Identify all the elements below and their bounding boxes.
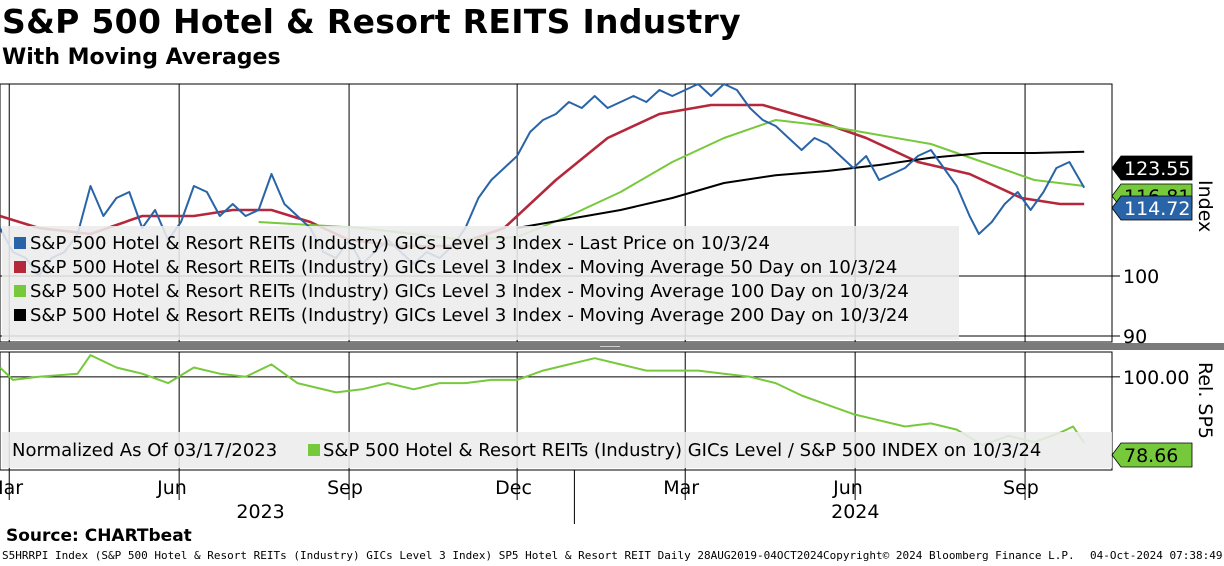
lower-legend: Normalized As Of 03/17/2023 S&P 500 Hotel… [2, 432, 1112, 468]
upper-series-line-2 [516, 150, 1085, 229]
upper-panel-frame [0, 83, 1113, 343]
legend-entry-0: S&P 500 Hotel & Resort REITs (Industry) … [30, 233, 770, 254]
footer-copyright: Copyright© 2024 Bloomberg Finance L.P. [823, 549, 1075, 562]
chart-title: S&P 500 Hotel & Resort REITS Industry [2, 2, 741, 41]
year-label-0: 2023 [236, 501, 284, 523]
lower-legend-swatch [308, 444, 320, 456]
legend-entry-3: S&P 500 Hotel & Resort REITs (Industry) … [30, 305, 909, 326]
legend-swatch-0 [14, 237, 26, 249]
xtick-label-0: Mar [0, 477, 23, 499]
upper-ylabel: Index [1194, 180, 1216, 232]
svg-text:123.55: 123.55 [1124, 158, 1190, 180]
lower-ytick-label-0: 100.00 [1123, 367, 1189, 389]
tag-ma200: 123.55 [1111, 155, 1193, 181]
lower-ylabel: Rel. SP5 [1194, 362, 1216, 439]
chart-subtitle: With Moving Averages [2, 45, 281, 70]
upper-legend-background [2, 226, 959, 340]
xtick-label-2: Sep [327, 477, 363, 499]
legend-swatch-3 [14, 309, 26, 321]
legend-swatch-1 [14, 261, 26, 273]
xtick-label-1: Jun [156, 477, 187, 499]
lower-series-line-0 [0, 354, 1086, 447]
upper-series-line-1 [258, 119, 1085, 241]
upper-ytick-label-0: 90 [1123, 326, 1147, 348]
upper-series-line-3 [0, 83, 1086, 277]
xtick-label-3: Dec [495, 477, 532, 499]
lower-panel-frame [0, 351, 1113, 471]
legend-swatch-2 [14, 285, 26, 297]
xtick-label-4: Mar [663, 477, 699, 499]
tag-price: 114.72 [1111, 195, 1193, 221]
lower-series-lines [0, 354, 1086, 447]
normalized-label: Normalized As Of 03/17/2023 [12, 440, 277, 461]
legend-entry-2: S&P 500 Hotel & Resort REITs (Industry) … [30, 281, 909, 302]
svg-text:114.72: 114.72 [1124, 198, 1190, 220]
upper-ytick-label-1: 100 [1123, 266, 1159, 288]
source-label: Source: CHARTbeat [6, 526, 192, 546]
y-axis: 90 100 100.00 Index Rel. SP5 [1112, 180, 1216, 439]
upper-series-line-0 [0, 103, 1085, 248]
xtick-label-6: Sep [1003, 477, 1039, 499]
xtick-label-5: Jun [832, 477, 863, 499]
upper-legend: S&P 500 Hotel & Resort REITs (Industry) … [2, 226, 959, 340]
lower-legend-entry: S&P 500 Hotel & Resort REITs (Industry) … [323, 440, 1041, 461]
lower-legend-background [2, 432, 1112, 468]
x-axis: Mar Jun Sep Dec Mar Jun Sep 2023 2024 [0, 470, 1039, 524]
year-label-1: 2024 [831, 501, 879, 523]
footer-timestamp: 04-Oct-2024 07:38:49 [1090, 549, 1223, 562]
footer-description: S5HRRPI Index (S&P 500 Hotel & Resort RE… [2, 549, 824, 562]
tag-relative: 78.66 [1111, 442, 1193, 468]
svg-text:78.66: 78.66 [1124, 445, 1178, 467]
legend-entry-1: S&P 500 Hotel & Resort REITs (Industry) … [30, 257, 897, 278]
